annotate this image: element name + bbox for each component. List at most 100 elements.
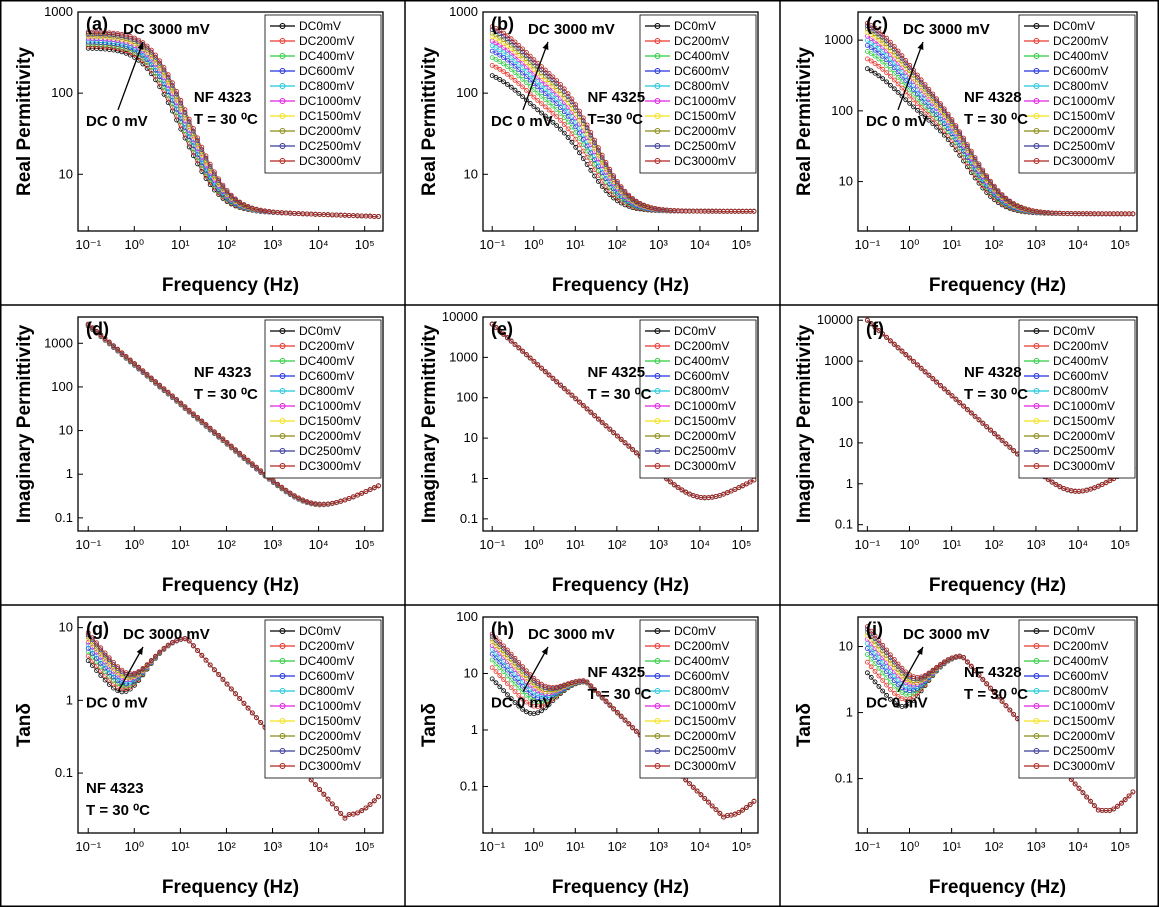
legend-entry: DC800mV	[299, 79, 354, 93]
data-point	[144, 66, 150, 71]
data-point	[249, 205, 255, 211]
data-point	[539, 87, 544, 93]
data-point	[891, 77, 897, 83]
legend-marker	[279, 358, 286, 364]
data-point	[558, 118, 563, 123]
data-point	[531, 57, 537, 63]
data-point	[520, 348, 525, 354]
data-point	[895, 345, 901, 351]
data-point	[207, 161, 213, 167]
data-point	[941, 106, 947, 112]
data-point	[899, 53, 905, 59]
data-point	[220, 436, 226, 442]
data-point	[489, 55, 495, 60]
arrow-head	[542, 42, 549, 50]
data-point	[580, 136, 586, 142]
series-DC3000mV	[85, 321, 381, 507]
annotation-arrow	[117, 41, 144, 111]
data-point	[999, 192, 1005, 198]
data-point	[233, 196, 238, 202]
x-tick-label: 10⁰	[524, 537, 544, 552]
data-point	[203, 422, 209, 427]
data-point	[346, 495, 352, 501]
plot-frame	[482, 11, 759, 232]
legend-entry: DC800mV	[1053, 79, 1108, 93]
x-tick-label: 10⁵	[355, 839, 375, 854]
legend-entry: DC0mV	[299, 19, 341, 33]
data-point	[539, 365, 544, 371]
legend-marker	[279, 418, 286, 424]
data-point	[178, 100, 184, 106]
legend-entry: DC200mV	[674, 339, 729, 353]
legend-entry: DC2000mV	[299, 124, 361, 138]
x-tick-label: 10²	[607, 537, 626, 552]
legend-entry: DC1500mV	[1053, 414, 1115, 428]
data-point	[220, 182, 226, 188]
data-point	[127, 357, 133, 363]
data-point	[535, 107, 541, 113]
data-point	[747, 479, 753, 485]
series-line	[88, 31, 379, 217]
data-point	[980, 167, 986, 173]
data-point	[363, 489, 369, 494]
legend-entry: DC1000mV	[299, 399, 361, 413]
data-point	[915, 362, 920, 368]
data-point	[493, 75, 499, 80]
data-point	[493, 50, 499, 56]
data-point	[102, 665, 108, 671]
data-point	[367, 487, 373, 493]
data-point	[611, 430, 616, 435]
data-point	[211, 429, 217, 435]
y-tick-label: 1000	[449, 349, 478, 364]
legend-entry: DC1000mV	[1053, 94, 1115, 108]
data-point	[508, 84, 514, 90]
legend-marker	[1033, 158, 1040, 164]
data-point	[573, 102, 579, 108]
data-point	[965, 406, 970, 412]
data-point	[868, 45, 874, 51]
legend-entry: DC1500mV	[299, 109, 361, 123]
data-point	[190, 131, 196, 137]
data-point	[140, 58, 146, 64]
data-point	[999, 437, 1005, 443]
legend-entry: DC400mV	[299, 49, 354, 63]
data-point	[569, 139, 575, 145]
y-tick-label: 10	[464, 166, 478, 181]
x-tick-label: 10⁻¹	[75, 839, 101, 854]
data-point	[165, 77, 171, 83]
data-point	[182, 404, 188, 410]
data-point	[584, 125, 590, 131]
data-point	[1003, 441, 1009, 447]
data-point	[524, 352, 529, 357]
data-point	[868, 51, 874, 56]
legend-entry: DC200mV	[674, 34, 729, 48]
data-point	[165, 389, 171, 395]
data-point	[626, 192, 632, 198]
legend-marker	[1033, 358, 1040, 364]
data-point	[907, 355, 913, 361]
data-point	[245, 203, 251, 209]
data-point	[497, 66, 503, 72]
data-point	[119, 49, 125, 55]
data-point	[504, 57, 510, 63]
legend-marker	[1033, 328, 1040, 334]
data-point	[976, 161, 982, 167]
y-tick-label: 1000	[449, 4, 478, 19]
data-point	[94, 656, 99, 661]
data-point	[334, 499, 339, 505]
legend-entry: DC2500mV	[674, 139, 736, 153]
legend-entry: DC600mV	[1053, 64, 1108, 78]
data-point	[527, 355, 533, 361]
x-tick-label: 10⁴	[690, 537, 710, 552]
series-DC3000mV	[865, 317, 1136, 494]
y-tick-label: 10	[59, 620, 73, 635]
series-marks	[85, 630, 381, 821]
data-point	[508, 338, 514, 344]
data-point	[98, 664, 104, 670]
data-point	[938, 101, 943, 107]
data-point	[671, 482, 677, 488]
data-point	[190, 134, 196, 140]
x-tick-label: 10¹	[942, 537, 961, 552]
data-point	[512, 63, 518, 69]
data-point	[283, 487, 289, 493]
